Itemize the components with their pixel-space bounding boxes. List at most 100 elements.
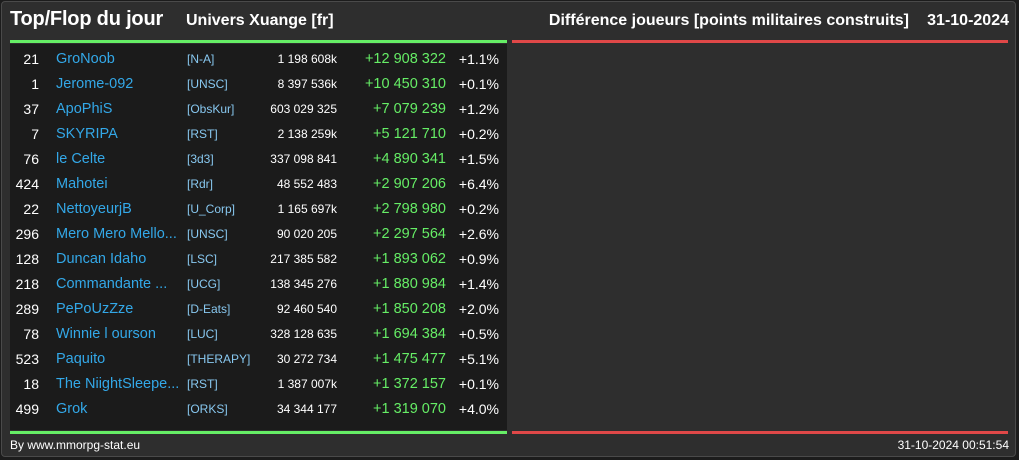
player-name-link[interactable]: The NiightSleepe... — [56, 376, 180, 392]
flop-accent-bar-bottom — [512, 431, 1008, 434]
rank-cell: 22 — [23, 201, 39, 217]
player-name-link[interactable]: le Celte — [56, 151, 106, 167]
player-name-link[interactable]: Paquito — [56, 351, 106, 367]
top-accent-bar-bottom — [10, 431, 507, 434]
flop-accent-bar — [512, 40, 1008, 43]
percent-cell: +2.0% — [458, 301, 499, 317]
player-name-link[interactable]: Mahotei — [56, 176, 108, 192]
alliance-tag: [D-Eats] — [187, 302, 231, 316]
table-row: 21 GroNoob [N-A] 1 198 608k +12 908 322 +1.1% — [10, 47, 507, 72]
rank-cell: 78 — [23, 326, 39, 342]
table-row: 1 Jerome-092 [UNSC] 8 397 536k +10 450 310 +0… — [10, 72, 507, 97]
alliance-tag: [ORKS] — [187, 402, 228, 416]
points-cell: 603 029 325 — [270, 102, 337, 116]
difference-cell: +2 798 980 — [373, 201, 446, 217]
points-cell: 92 460 540 — [276, 302, 337, 316]
player-name-link[interactable]: ApoPhiS — [56, 101, 113, 117]
percent-cell: +1.1% — [458, 51, 499, 67]
flop-list-panel — [512, 44, 1008, 430]
percent-cell: +1.5% — [458, 151, 499, 167]
difference-cell: +10 450 310 — [364, 76, 446, 92]
player-name-link[interactable]: Winnie l ourson — [56, 326, 156, 342]
top-accent-bar — [10, 40, 507, 43]
table-row: 18 The NiightSleepe... [RST] 1 387 007k +1 3… — [10, 372, 507, 397]
difference-cell: +4 890 341 — [373, 151, 446, 167]
rank-cell: 296 — [15, 226, 39, 242]
rank-cell: 424 — [15, 176, 39, 192]
alliance-tag: [LUC] — [187, 327, 218, 341]
universe-label: Univers Xuange [fr] — [186, 12, 334, 29]
difference-cell: +2 907 206 — [373, 176, 446, 192]
difference-cell: +12 908 322 — [364, 51, 446, 67]
difference-cell: +1 372 157 — [373, 376, 446, 392]
alliance-tag: [UNSC] — [187, 227, 228, 241]
player-name-link[interactable]: Grok — [56, 401, 88, 417]
points-cell: 2 138 259k — [277, 127, 337, 141]
percent-cell: +0.2% — [458, 201, 499, 217]
difference-cell: +1 694 384 — [373, 326, 446, 342]
points-cell: 1 165 697k — [277, 202, 337, 216]
alliance-tag: [UNSC] — [187, 77, 228, 91]
rank-cell: 37 — [23, 101, 39, 117]
rank-cell: 523 — [15, 351, 39, 367]
player-name-link[interactable]: Jerome-092 — [56, 76, 134, 92]
percent-cell: +2.6% — [458, 226, 499, 242]
points-cell: 90 020 205 — [276, 227, 337, 241]
difference-cell: +1 319 070 — [373, 401, 446, 417]
table-row: 499 Grok [ORKS] 34 344 177 +1 319 070 +4.0% — [10, 397, 507, 422]
difference-cell: +1 880 984 — [373, 276, 446, 292]
percent-cell: +0.1% — [458, 376, 499, 392]
table-row: 424 Mahotei [Rdr] 48 552 483 +2 907 206 +6.4% — [10, 172, 507, 197]
page-title: Top/Flop du jour — [10, 8, 164, 30]
player-name-link[interactable]: GroNoob — [56, 51, 115, 67]
points-cell: 138 345 276 — [270, 277, 337, 291]
points-cell: 328 128 635 — [270, 327, 337, 341]
rank-cell: 218 — [15, 276, 39, 292]
player-name-link[interactable]: NettoyeurjB — [56, 201, 132, 217]
percent-cell: +0.2% — [458, 126, 499, 142]
alliance-tag: [UCG] — [187, 277, 221, 291]
percent-cell: +5.1% — [458, 351, 499, 367]
percent-cell: +0.9% — [458, 251, 499, 267]
source-credit: By www.mmorpg-stat.eu — [10, 438, 141, 452]
rank-cell: 76 — [23, 151, 39, 167]
percent-cell: +1.2% — [458, 101, 499, 117]
percent-cell: +1.4% — [458, 276, 499, 292]
alliance-tag: [3d3] — [187, 152, 214, 166]
rank-cell: 7 — [31, 126, 39, 142]
alliance-tag: [Rdr] — [187, 177, 214, 191]
alliance-tag: [RST] — [187, 377, 218, 391]
alliance-tag: [ObsKur] — [187, 102, 235, 116]
rank-cell: 499 — [15, 401, 39, 417]
difference-cell: +1 850 208 — [373, 301, 446, 317]
table-row: 218 Commandante ... [UCG] 138 345 276 +1 880… — [10, 272, 507, 297]
percent-cell: +0.1% — [458, 76, 499, 92]
difference-cell: +7 079 239 — [373, 101, 446, 117]
alliance-tag: [N-A] — [187, 52, 215, 66]
player-name-link[interactable]: Commandante ... — [56, 276, 168, 292]
player-name-link[interactable]: Duncan Idaho — [56, 251, 147, 267]
difference-cell: +1 475 477 — [373, 351, 446, 367]
table-row: 78 Winnie l ourson [LUC] 328 128 635 +1 694 … — [10, 322, 507, 347]
alliance-tag: [RST] — [187, 127, 218, 141]
points-cell: 8 397 536k — [277, 77, 337, 91]
points-cell: 34 344 177 — [276, 402, 337, 416]
table-row: 76 le Celte [3d3] 337 098 841 +4 890 341 +1.5… — [10, 147, 507, 172]
table-row: 7 SKYRIPA [RST] 2 138 259k +5 121 710 +0.2% — [10, 122, 507, 147]
percent-cell: +6.4% — [458, 176, 499, 192]
top-list-panel: 21 GroNoob [N-A] 1 198 608k +12 908 322 +1.1%… — [10, 44, 507, 430]
table-row: 128 Duncan Idaho [LSC] 217 385 582 +1 893 06… — [10, 247, 507, 272]
player-name-link[interactable]: SKYRIPA — [56, 126, 118, 142]
difference-cell: +2 297 564 — [373, 226, 446, 242]
points-cell: 337 098 841 — [270, 152, 337, 166]
points-cell: 1 198 608k — [277, 52, 337, 66]
alliance-tag: [LSC] — [187, 252, 218, 266]
player-name-link[interactable]: PePoUzZze — [56, 301, 134, 317]
table-row: 289 PePoUzZze [D-Eats] 92 460 540 +1 850 208… — [10, 297, 507, 322]
table-row: 296 Mero Mero Mello... [UNSC] 90 020 205 +2 … — [10, 222, 507, 247]
player-name-link[interactable]: Mero Mero Mello... — [56, 226, 177, 242]
table-row: 37 ApoPhiS [ObsKur] 603 029 325 +7 079 239 +1… — [10, 97, 507, 122]
metric-label: Différence joueurs [points militaires co… — [548, 12, 909, 29]
rank-cell: 1 — [31, 76, 39, 92]
alliance-tag: [THERAPY] — [187, 352, 251, 366]
